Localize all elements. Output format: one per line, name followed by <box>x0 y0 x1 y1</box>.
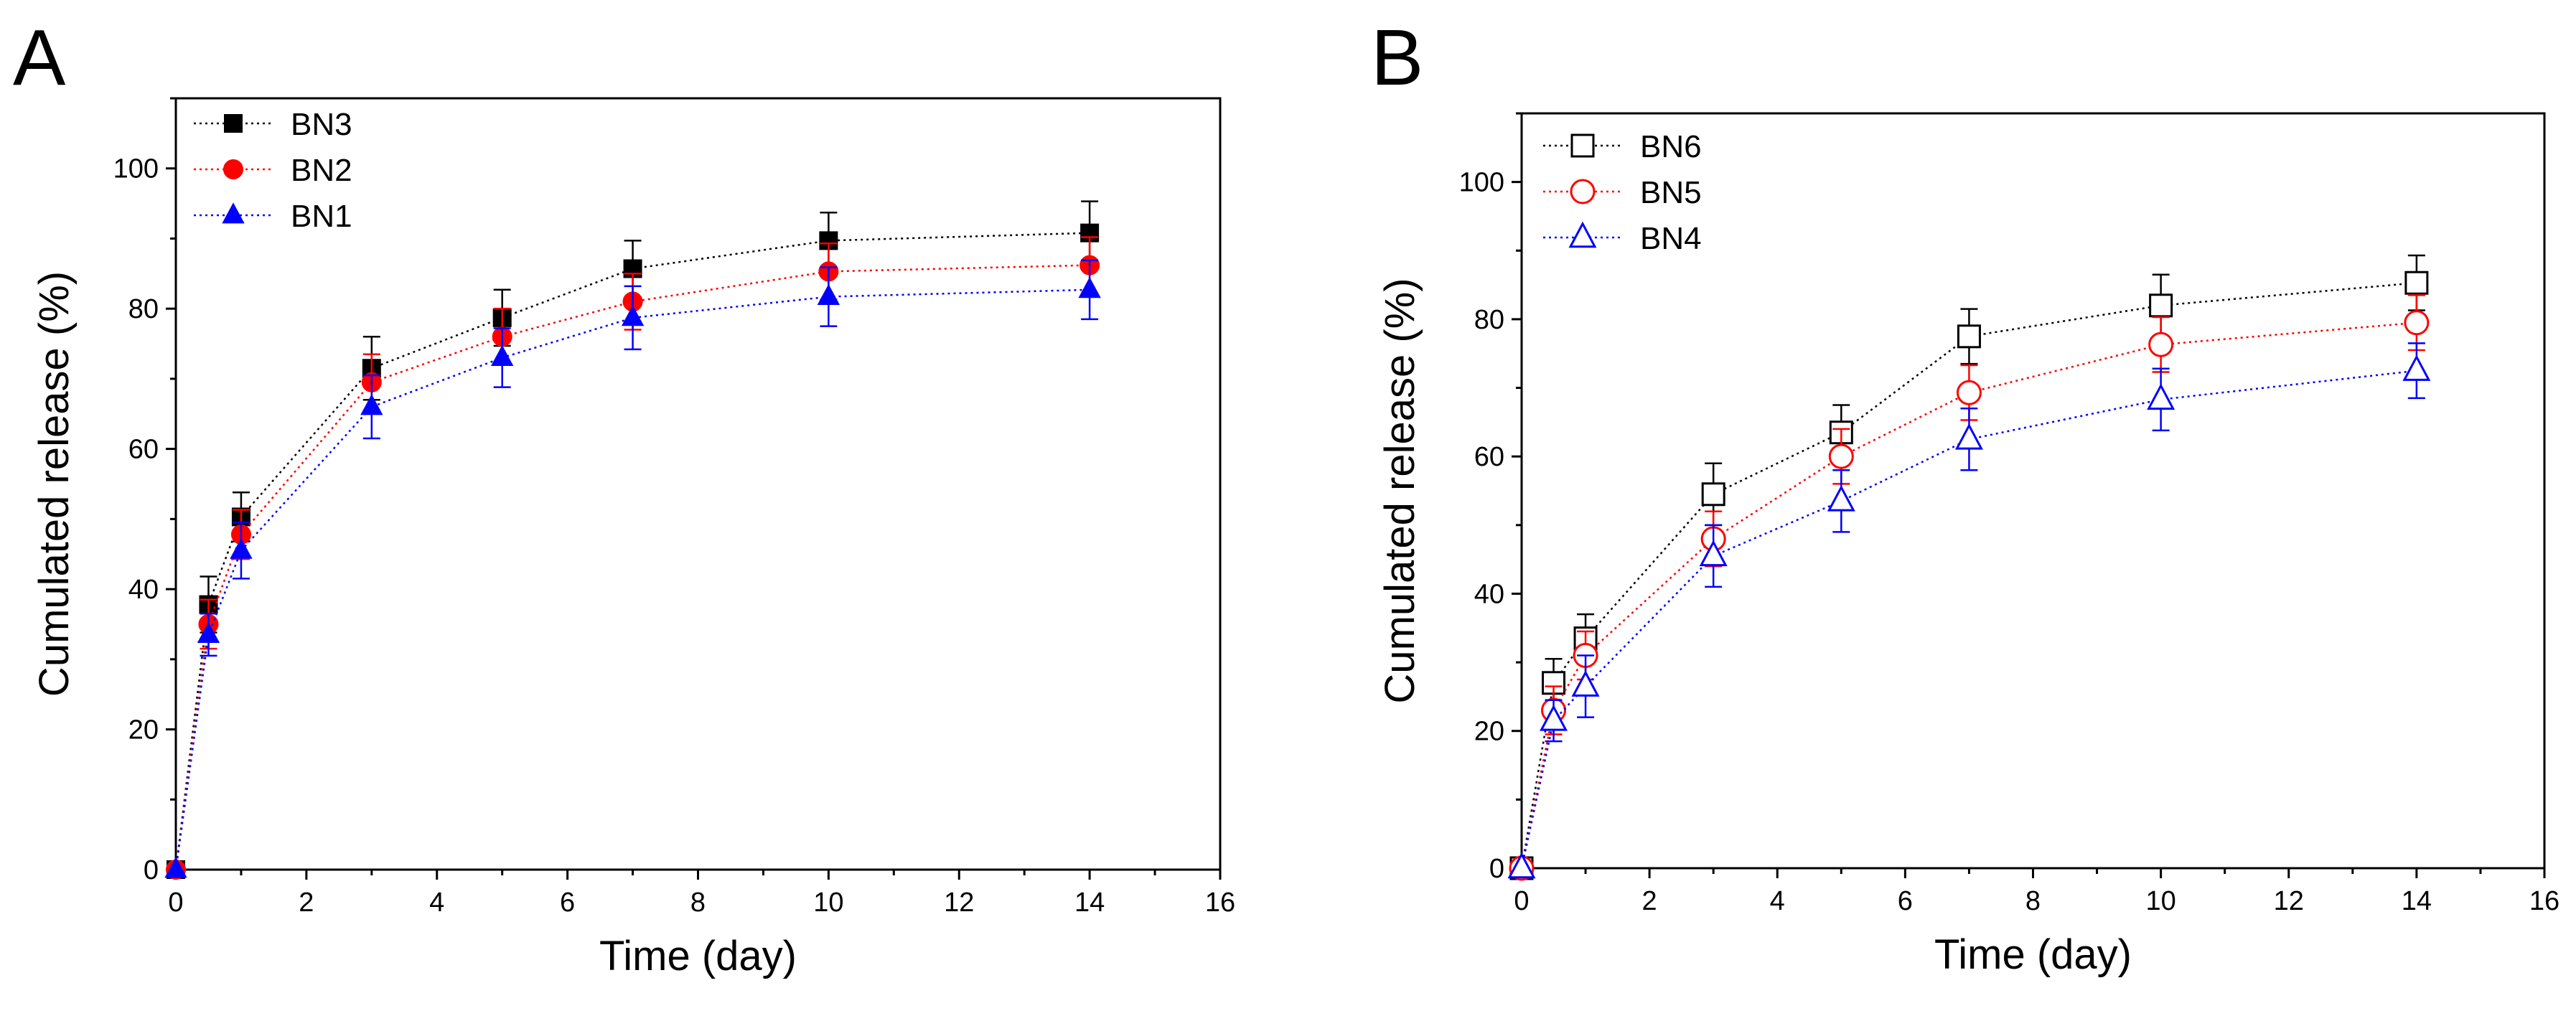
y-tick-label: 80 <box>128 294 159 324</box>
x-tick-label: 6 <box>1898 886 1913 916</box>
x-tick-label: 16 <box>2529 886 2559 916</box>
y-tick-label: 40 <box>1474 579 1504 609</box>
data-point <box>2147 383 2175 410</box>
legend-label: BN3 <box>291 107 352 142</box>
data-point <box>1828 443 1854 469</box>
data-point <box>1699 540 1728 567</box>
legend-marker <box>1570 179 1596 204</box>
data-point <box>2402 354 2431 381</box>
x-tick-label: 4 <box>1770 886 1785 916</box>
data-point <box>1957 324 1981 349</box>
data-point <box>360 394 383 415</box>
data-point <box>621 305 645 326</box>
data-point <box>491 344 514 366</box>
data-point <box>1827 484 1855 512</box>
legend-marker <box>224 114 243 133</box>
data-point <box>164 857 187 878</box>
series-bn6 <box>1509 254 2429 880</box>
chart-panel-b: B 0 2 4 6 8 10 12 14 16 0 20 40 60 80 100 Time (day) Cum… <box>1371 14 2559 978</box>
legend-marker <box>223 159 243 179</box>
panel-label-b: B <box>1371 14 1423 102</box>
series-bn1 <box>164 259 1101 878</box>
x-axis-title: Time (day) <box>599 933 797 979</box>
y-tick-label: 100 <box>113 154 159 184</box>
series-bn4 <box>1507 342 2431 879</box>
legend-marker <box>1570 133 1595 158</box>
x-tick-label: 0 <box>1514 886 1529 916</box>
legend: BN3 BN2 BN1 <box>194 107 352 234</box>
data-point <box>2404 271 2429 295</box>
x-tick-label: 2 <box>299 888 314 918</box>
panel-label-a: A <box>13 14 66 102</box>
data-point <box>1956 380 1982 405</box>
y-tick-label: 60 <box>128 435 159 465</box>
data-point <box>2149 293 2173 318</box>
legend-label: BN1 <box>291 199 352 234</box>
x-tick-label: 0 <box>168 888 183 918</box>
series-line <box>174 264 1090 870</box>
x-tick-label: 14 <box>2402 886 2432 916</box>
data-point <box>1507 852 1536 879</box>
series-line <box>174 232 1090 870</box>
data-point <box>230 537 253 559</box>
y-tick-label: 0 <box>144 855 159 885</box>
x-tick-label: 12 <box>2274 886 2304 916</box>
series-line <box>1520 321 2417 869</box>
legend-marker <box>1568 221 1597 248</box>
x-axis-title: Time (day) <box>1934 931 2132 978</box>
x-tick-label: 2 <box>1642 886 1657 916</box>
data-point <box>2148 331 2174 357</box>
legend-label: BN2 <box>291 153 352 188</box>
y-tick-label: 0 <box>1489 854 1504 884</box>
data-point <box>1540 704 1568 731</box>
y-tick-label: 60 <box>1474 442 1504 472</box>
series-line <box>174 288 1090 870</box>
chart-panel-a: A 0 2 4 6 8 10 12 14 16 0 20 40 60 80 100 Time (day) Cum… <box>13 14 1235 979</box>
data-point <box>817 283 840 305</box>
series-bn5 <box>1509 294 2430 881</box>
legend: BN6 BN5 BN4 <box>1543 129 1702 256</box>
x-tick-label: 10 <box>2145 886 2175 916</box>
x-tick-label: 8 <box>2025 886 2041 916</box>
x-tick-label: 6 <box>560 888 575 918</box>
y-tick-label: 20 <box>1474 717 1504 747</box>
x-tick-label: 4 <box>429 888 444 918</box>
legend-label: BN4 <box>1640 221 1702 256</box>
x-tick-label: 12 <box>944 888 974 918</box>
y-tick-label: 20 <box>128 715 159 745</box>
legend-marker <box>222 202 245 224</box>
y-axis-title: Cumulated release (%) <box>1377 278 1423 703</box>
data-point <box>1701 482 1725 507</box>
x-tick-label: 10 <box>813 888 843 918</box>
y-tick-label: 100 <box>1459 168 1504 198</box>
y-axis-title: Cumulated release (%) <box>31 271 78 697</box>
legend-label: BN6 <box>1640 129 1702 164</box>
x-tick-label: 14 <box>1074 888 1105 918</box>
data-point <box>1078 277 1101 298</box>
data-point <box>1954 423 1983 450</box>
data-point <box>1571 670 1600 697</box>
x-tick-label: 8 <box>690 888 706 918</box>
x-tick-label: 16 <box>1205 888 1235 918</box>
data-point <box>197 621 220 644</box>
data-point <box>2404 310 2430 336</box>
y-tick-label: 80 <box>1474 305 1504 335</box>
legend-label: BN5 <box>1640 175 1702 210</box>
y-tick-label: 40 <box>128 575 159 605</box>
